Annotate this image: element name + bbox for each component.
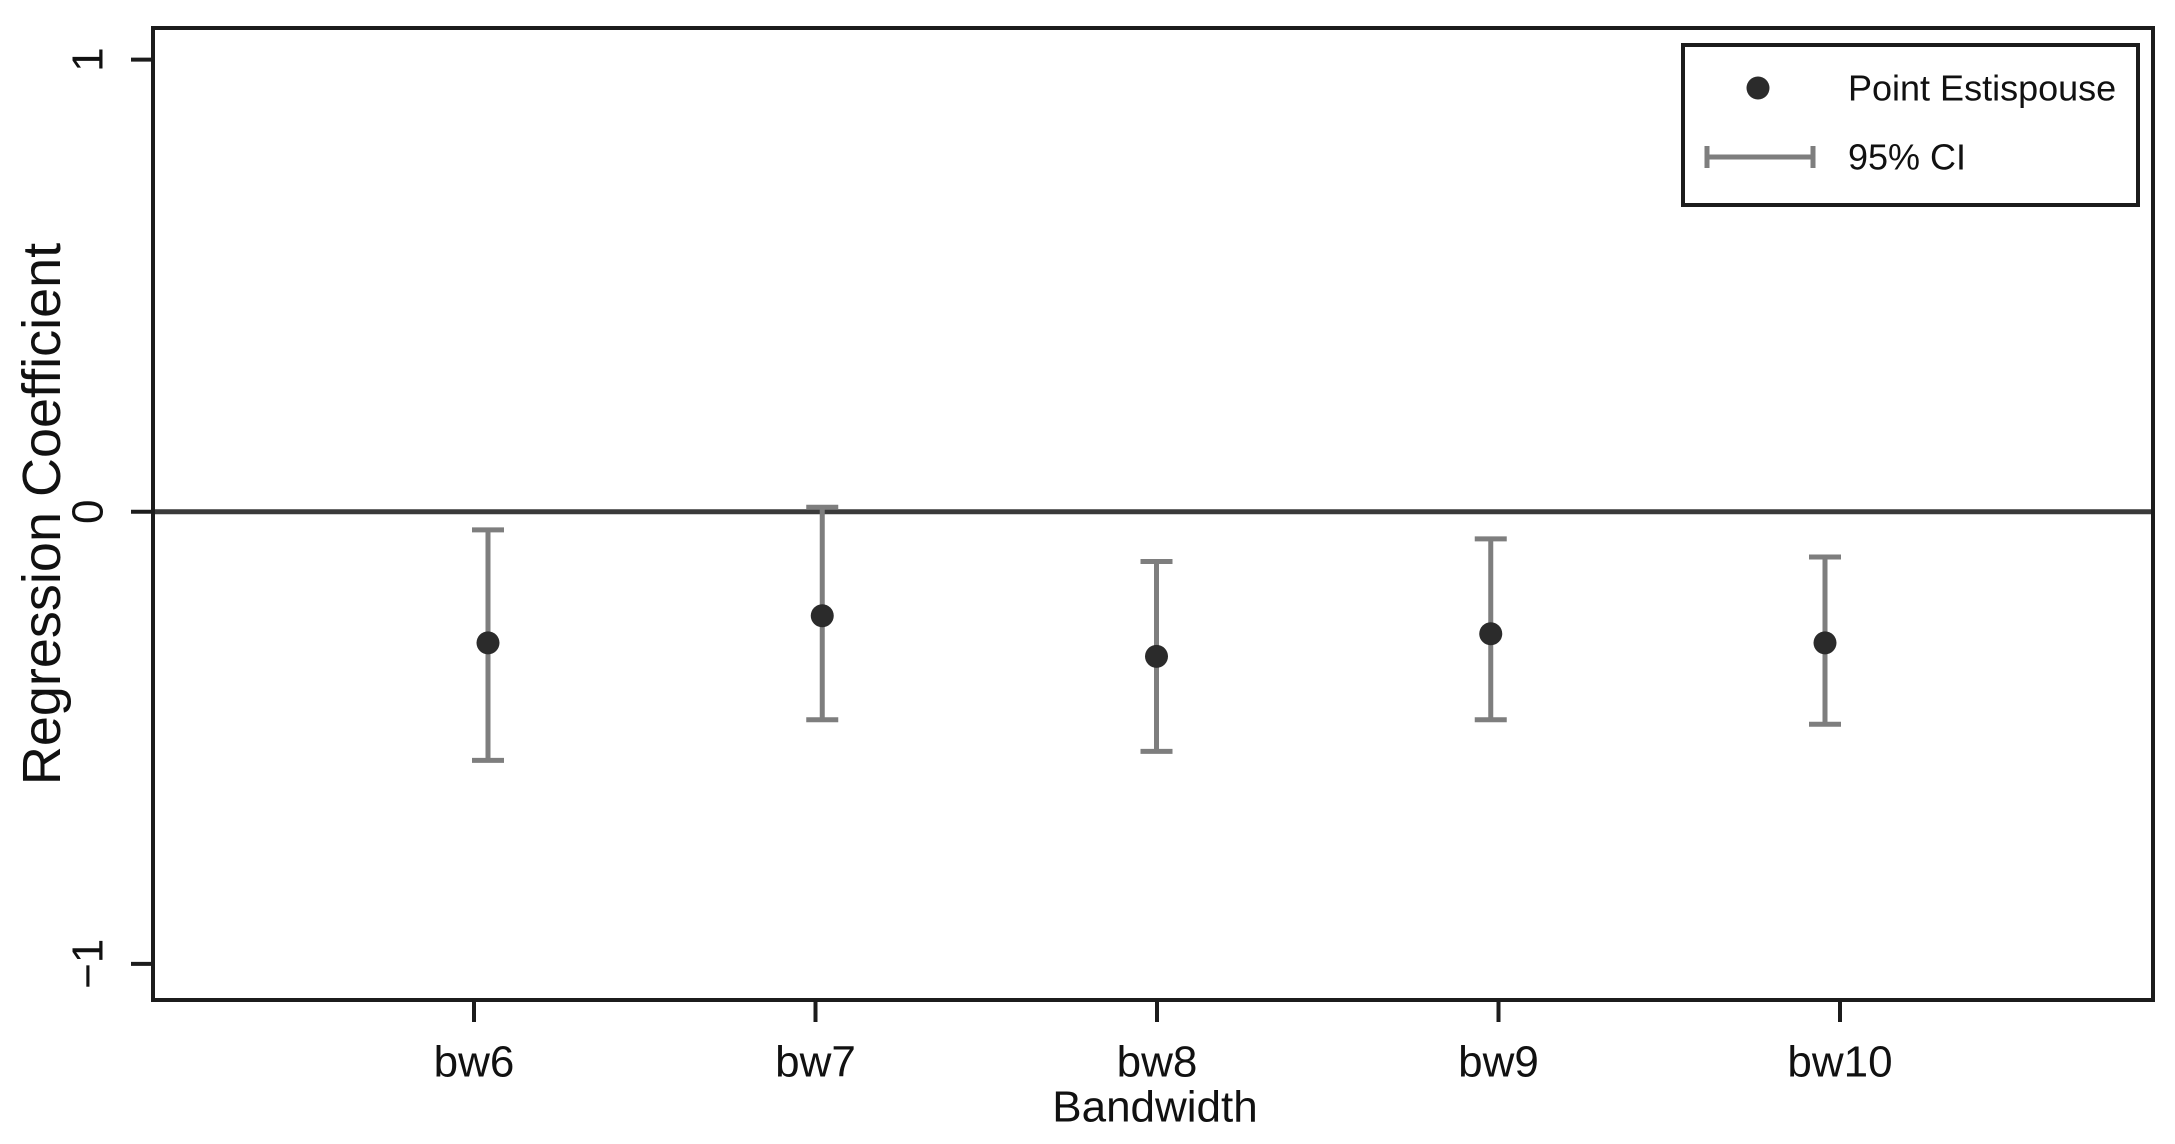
legend-label-point-estimate: Point Estispouse bbox=[1848, 68, 2116, 109]
legend-ci-marker-icon bbox=[1704, 146, 1816, 168]
legend-point-marker-icon bbox=[1746, 76, 1770, 100]
error-bar-bw8 bbox=[1140, 558, 1173, 754]
error-bar-bw9 bbox=[1474, 536, 1507, 723]
point-estimate-bw8 bbox=[1145, 644, 1168, 668]
plot-border bbox=[151, 26, 2155, 1002]
y-tick-label: 1 bbox=[64, 47, 113, 71]
error-bar-bw6 bbox=[472, 527, 504, 763]
point-estimate-bw7 bbox=[810, 604, 834, 628]
point-estimate-bw9 bbox=[1479, 622, 1503, 646]
point-estimate-bw10 bbox=[1813, 631, 1837, 655]
x-tick-label-bw8: bw8 bbox=[1117, 1038, 1198, 1087]
y-axis-title: Regression Coefficient bbox=[12, 243, 72, 785]
plot-area: 1 0 −1 bw6 bw7 bw8 bw9 bw10 bbox=[64, 26, 2155, 1087]
legend-box bbox=[1681, 43, 2140, 207]
x-tick-label-bw9: bw9 bbox=[1458, 1038, 1539, 1087]
legend-label-ci: 95% CI bbox=[1848, 137, 1966, 178]
x-tick-label-bw6: bw6 bbox=[434, 1038, 515, 1087]
x-tick-label-bw7: bw7 bbox=[775, 1038, 856, 1087]
error-bar-bw10 bbox=[1809, 554, 1841, 727]
y-tick-label: −1 bbox=[64, 939, 113, 989]
x-tick-label-bw10: bw10 bbox=[1787, 1038, 1892, 1087]
error-bar-bw7 bbox=[806, 504, 839, 723]
point-estimate-bw6 bbox=[476, 631, 500, 655]
y-tick-label: 0 bbox=[64, 499, 113, 523]
legend: Point Estispouse 95% CI bbox=[1681, 43, 2140, 207]
x-axis-title: Bandwidth bbox=[1052, 1083, 1257, 1132]
